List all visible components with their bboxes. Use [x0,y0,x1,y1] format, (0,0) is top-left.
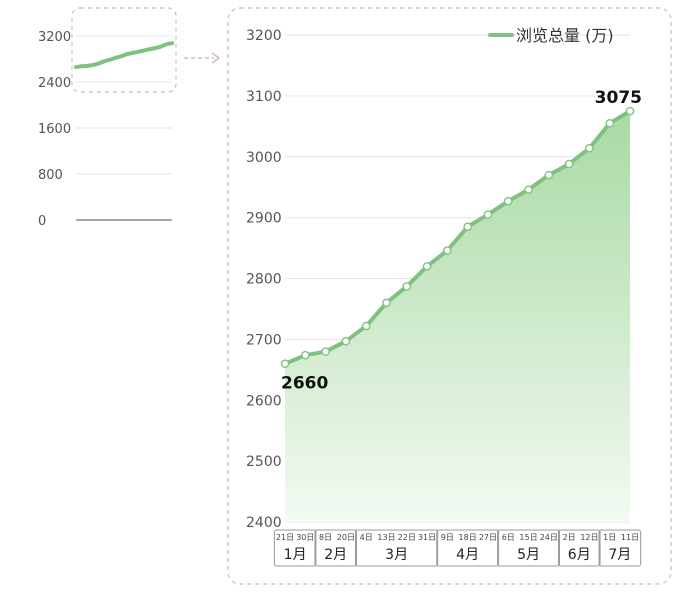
x-day-label: 13日 [377,533,395,542]
overview-grid [76,35,172,221]
overview-y-tick-label: 2400 [38,76,71,91]
detail-y-tick-label: 2400 [246,515,282,531]
month-label: 2月 [324,547,347,563]
x-day-label: 15日 [519,533,537,542]
detail-frame [227,7,672,585]
data-point [280,359,290,369]
detail-y-ticks: 2400 2500 2600 2700 2800 2900 3000 3100 3200 [246,28,282,531]
month-label: 7月 [608,547,631,563]
detail-line-segment [587,121,612,151]
detail-y-tick-label: 2500 [246,454,282,470]
x-day-label: 2日 [563,533,576,542]
data-point [341,336,351,346]
month-label: 4月 [456,547,479,563]
overview-highlight-box [71,7,177,93]
data-point [382,298,391,308]
data-point [524,185,533,194]
detail-y-tick-label: 3200 [246,28,282,44]
overview-chart: 0 800 1600 2400 3200 [38,7,177,229]
x-day-label: 1日 [603,533,616,542]
detail-chart: 2400 2500 2600 2700 2800 2900 3000 3100 3200 266… [227,7,672,585]
overview-y-tick-label: 3200 [38,30,71,45]
data-point [443,246,452,255]
month-label: 1月 [284,547,307,563]
data-point [544,170,554,180]
month-group-box [598,529,642,567]
detail-y-tick-label: 2800 [246,272,282,288]
detail-points [280,106,635,369]
data-point [361,321,371,331]
x-day-label: 31日 [418,533,436,542]
data-point [585,143,594,153]
detail-line-segment [404,264,430,289]
data-point [625,106,635,116]
data-point [402,282,412,291]
month-label: 3月 [385,547,408,563]
data-point [503,196,513,206]
legend-label: 浏览总量 (万) [516,26,614,45]
detail-x-axis: 21日 30日 8日 20日 4日 13日 22日 31日 9日 18日 27日 6日 15日 24日 2日… [273,529,642,567]
detail-y-tick-label: 3000 [246,150,282,166]
detail-line-segment [384,284,409,305]
month-group-box [355,529,439,567]
data-point [605,118,615,128]
month-group-box [314,529,358,567]
data-point [483,210,493,219]
overview-y-tick-label: 800 [38,168,63,183]
month-group-box [497,529,560,567]
month-group-box [436,529,500,567]
detail-area [285,111,630,522]
detail-y-tick-label: 2600 [246,393,282,409]
month-group-box [557,529,601,567]
detail-y-tick-label: 3100 [246,89,282,105]
x-day-label: 12日 [580,533,598,542]
x-day-label: 21日 [276,533,294,542]
x-day-label: 6日 [502,533,515,542]
zoom-connector-arrow [184,52,221,64]
month-group-box [273,529,317,567]
detail-line-segment [445,224,470,253]
overview-y-ticks: 0 800 1600 2400 3200 [38,30,71,229]
detail-line-segment [364,300,389,328]
x-day-label: 9日 [441,533,454,542]
legend: 浏览总量 (万) [488,26,614,45]
overview-y-tick-label: 0 [38,214,46,229]
x-day-label: 22日 [398,533,416,542]
x-day-label: 4日 [360,533,373,542]
x-day-label: 30日 [296,533,314,542]
month-label: 6月 [568,547,591,563]
overview-y-tick-label: 1600 [38,122,71,137]
x-day-label: 8日 [319,533,332,542]
x-day-label: 20日 [337,533,355,542]
x-day-label: 24日 [540,533,558,542]
data-annotation: 2660 [281,374,328,394]
x-day-label: 18日 [459,533,477,542]
data-point [422,262,432,271]
data-point [463,222,472,232]
data-point [564,159,574,169]
overview-series [74,41,174,70]
data-point [321,347,330,356]
x-day-label: 11日 [621,533,639,542]
detail-y-tick-label: 2900 [246,211,282,227]
detail-y-tick-label: 2700 [246,332,282,348]
detail-area-fill [285,111,630,522]
detail-annotations: 2660 3075 [281,88,642,394]
month-label: 5月 [517,547,540,563]
data-annotation: 3075 [595,88,642,108]
x-day-label: 27日 [479,533,497,542]
overview-series-line [74,41,174,70]
data-point [300,350,310,360]
